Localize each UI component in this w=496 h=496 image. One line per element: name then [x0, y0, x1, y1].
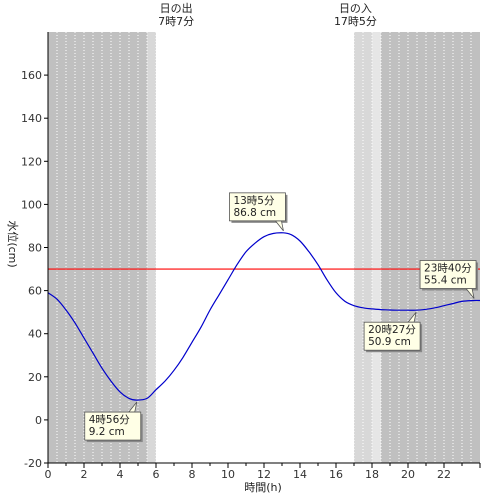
y-tick-label: 160 — [21, 69, 42, 82]
sunset-time: 17時5分 — [334, 15, 377, 28]
y-tick-label: 0 — [35, 414, 42, 427]
y-axis-label: 水位(cm) — [6, 220, 20, 267]
x-tick-label: 0 — [45, 468, 52, 481]
y-tick-label: 120 — [21, 155, 42, 168]
callout-value: 86.8 cm — [233, 207, 276, 219]
x-tick-label: 4 — [117, 468, 124, 481]
y-tick-label: 140 — [21, 112, 42, 125]
callout-box — [84, 411, 142, 441]
callout-time: 20時27分 — [368, 324, 416, 336]
callout-value: 55.4 cm — [424, 275, 467, 287]
sunrise-time: 7時7分 — [158, 15, 194, 28]
x-tick-label: 20 — [401, 468, 415, 481]
callout-time: 23時40分 — [424, 263, 472, 275]
callout-value: 50.9 cm — [368, 336, 411, 348]
x-tick-label: 22 — [437, 468, 451, 481]
y-tick-label: 80 — [28, 242, 42, 255]
x-tick-label: 14 — [293, 468, 307, 481]
shade-band-twilight — [372, 32, 381, 463]
x-tick-label: 10 — [221, 468, 235, 481]
callout-box — [419, 260, 477, 289]
shade-band-night — [48, 32, 147, 463]
shade-band-twilight — [354, 32, 372, 463]
x-tick-label: 2 — [81, 468, 88, 481]
x-tick-label: 6 — [153, 468, 160, 481]
callout-value: 9.2 cm — [89, 426, 125, 438]
x-tick-label: 18 — [365, 468, 379, 481]
callout-time: 13時5分 — [233, 195, 275, 207]
shade-band-night — [381, 32, 480, 463]
x-tick-label: 12 — [257, 468, 271, 481]
y-tick-label: 20 — [28, 371, 42, 384]
x-tick-label: 16 — [329, 468, 343, 481]
x-axis-label: 時間(h) — [244, 481, 282, 494]
callout-time: 4時56分 — [89, 414, 131, 426]
y-tick-label: 100 — [21, 198, 42, 211]
series-line-0 — [47, 232, 481, 401]
callout-box — [363, 321, 421, 351]
y-tick-label: 60 — [28, 285, 42, 298]
sunset-title: 日の入 — [339, 2, 372, 15]
shade-band-twilight — [147, 32, 156, 463]
sunrise-title: 日の出 — [160, 1, 193, 15]
x-tick-label: 8 — [189, 468, 196, 481]
callout-box — [229, 192, 286, 222]
y-tick-label: 40 — [28, 328, 42, 341]
y-tick-label: -20 — [24, 457, 42, 470]
